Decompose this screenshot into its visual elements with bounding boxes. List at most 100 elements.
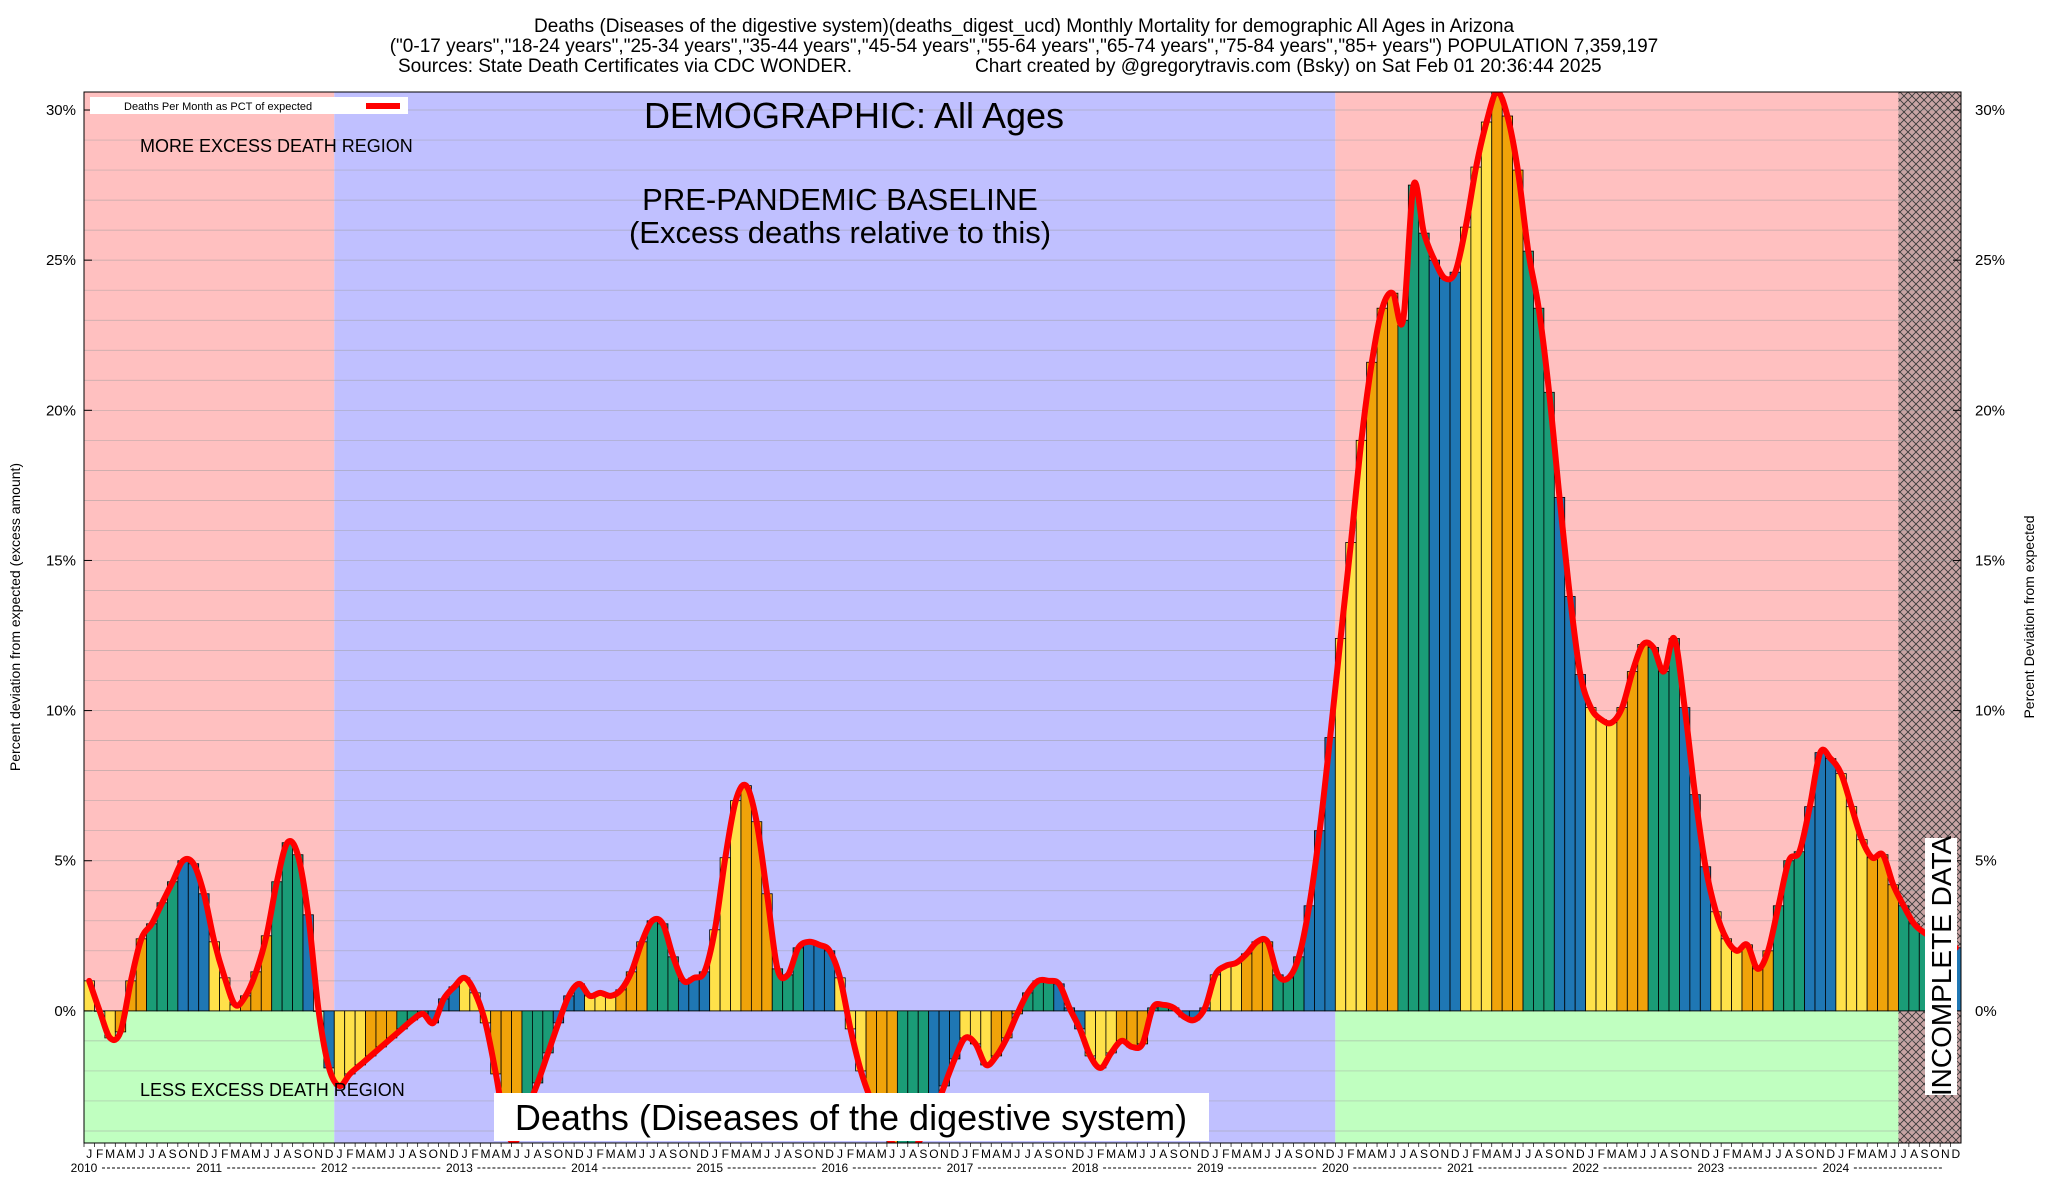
x-year-label: 2018 (1072, 1161, 1099, 1175)
bar (1866, 857, 1878, 1012)
bar (1553, 496, 1566, 1012)
bar (740, 785, 752, 1012)
x-month-label: J (1588, 1147, 1594, 1161)
x-month-label: D (1701, 1147, 1710, 1161)
y-tick-label-right: 30% (1975, 102, 2005, 119)
x-month-label: F (1848, 1147, 1855, 1161)
x-year-label: 2013 (446, 1161, 473, 1175)
x-month-label: O (1805, 1147, 1814, 1161)
x-year-label: 2014 (571, 1161, 598, 1175)
x-month-label: S (1045, 1147, 1053, 1161)
x-month-label: J (1765, 1147, 1771, 1161)
bar (1512, 169, 1524, 1012)
bar (1428, 259, 1441, 1012)
x-month-label: S (294, 1147, 302, 1161)
x-month-label: A (158, 1147, 166, 1161)
x-month-label: J (587, 1147, 593, 1161)
x-year-label: 2016 (821, 1161, 848, 1175)
bar (146, 923, 158, 1012)
bar (1887, 884, 1899, 1012)
y-tick-label-right: 10% (1975, 703, 2005, 720)
chart-title-line2: ("0-17 years","18-24 years","25-34 years… (390, 36, 1659, 57)
bar (1522, 250, 1534, 1012)
bar (1407, 184, 1420, 1012)
x-month-label: M (1356, 1147, 1366, 1161)
x-month-label: A (1743, 1147, 1751, 1161)
x-month-label: S (919, 1147, 927, 1161)
bar (1230, 962, 1242, 1012)
bar (1814, 752, 1826, 1012)
y-axis-label-right: Percent Deviation from expected (2021, 515, 2037, 718)
x-month-label: A (242, 1147, 250, 1161)
x-year-label: 2011 (196, 1161, 222, 1175)
bar (1418, 232, 1430, 1012)
x-month-label: M (480, 1147, 490, 1161)
region-less-excess-pre (84, 1010, 335, 1143)
x-month-label: J (389, 1147, 395, 1161)
x-month-label: O (1555, 1147, 1564, 1161)
x-month-label: J (1640, 1147, 1646, 1161)
x-month-label: F (847, 1147, 854, 1161)
bar (1908, 923, 1920, 1012)
x-month-label: J (837, 1147, 843, 1161)
x-month-label: J (1025, 1147, 1031, 1161)
bar (333, 1010, 346, 1087)
bar (1793, 851, 1805, 1012)
x-month-label: J (1275, 1147, 1281, 1161)
y-tick-label-left: 20% (46, 402, 76, 419)
bar (1543, 391, 1555, 1012)
x-month-label: N (1816, 1147, 1825, 1161)
x-month-label: M (501, 1147, 511, 1161)
x-month-label: F (221, 1147, 228, 1161)
x-month-label: A (1368, 1147, 1376, 1161)
bar (1449, 271, 1461, 1012)
x-year-label: 2017 (947, 1161, 974, 1175)
x-month-label: M (1002, 1147, 1012, 1161)
x-month-label: M (355, 1147, 365, 1161)
x-month-label: M (981, 1147, 991, 1161)
x-month-label: M (1732, 1147, 1742, 1161)
x-month-label: N (565, 1147, 574, 1161)
x-month-label: N (1315, 1147, 1324, 1161)
x-month-label: M (1607, 1147, 1617, 1161)
x-month-label: N (1065, 1147, 1074, 1161)
bar (1898, 905, 1910, 1012)
x-month-label: J (211, 1147, 217, 1161)
x-month-label: A (1118, 1147, 1126, 1161)
legend-box (90, 97, 408, 114)
x-month-label: M (1857, 1147, 1867, 1161)
x-month-label: J (712, 1147, 718, 1161)
x-month-label: J (1139, 1147, 1145, 1161)
x-year-label: 2023 (1697, 1161, 1724, 1175)
bar (187, 863, 200, 1012)
bar (1647, 647, 1659, 1012)
x-month-label: A (659, 1147, 667, 1161)
bar (1668, 638, 1680, 1012)
x-month-label: J (1463, 1147, 1469, 1161)
x-month-label: A (116, 1147, 124, 1161)
x-month-label: A (1410, 1147, 1418, 1161)
y-tick-label-right: 25% (1975, 252, 2005, 269)
bar (1387, 292, 1399, 1012)
y-tick-label-right: 0% (1975, 1003, 1997, 1020)
bar (1533, 307, 1545, 1012)
x-year-label: 2024 (1823, 1161, 1850, 1175)
bar (1501, 115, 1514, 1012)
y-tick-label-left: 10% (46, 703, 76, 720)
more-excess-region-label: MORE EXCESS DEATH REGION (140, 136, 413, 156)
bar (156, 902, 168, 1012)
x-month-label: J (1212, 1147, 1218, 1161)
x-month-label: A (1284, 1147, 1292, 1161)
x-month-label: M (1753, 1147, 1763, 1161)
bar (1752, 968, 1764, 1012)
bar (677, 980, 690, 1012)
x-month-label: S (794, 1147, 802, 1161)
x-month-label: A (1493, 1147, 1501, 1161)
x-year-label: 2010 (71, 1161, 98, 1175)
x-month-label: O (178, 1147, 187, 1161)
x-month-label: N (690, 1147, 699, 1161)
x-month-label: D (325, 1147, 334, 1161)
x-month-label: O (1179, 1147, 1188, 1161)
bar (1439, 277, 1451, 1012)
